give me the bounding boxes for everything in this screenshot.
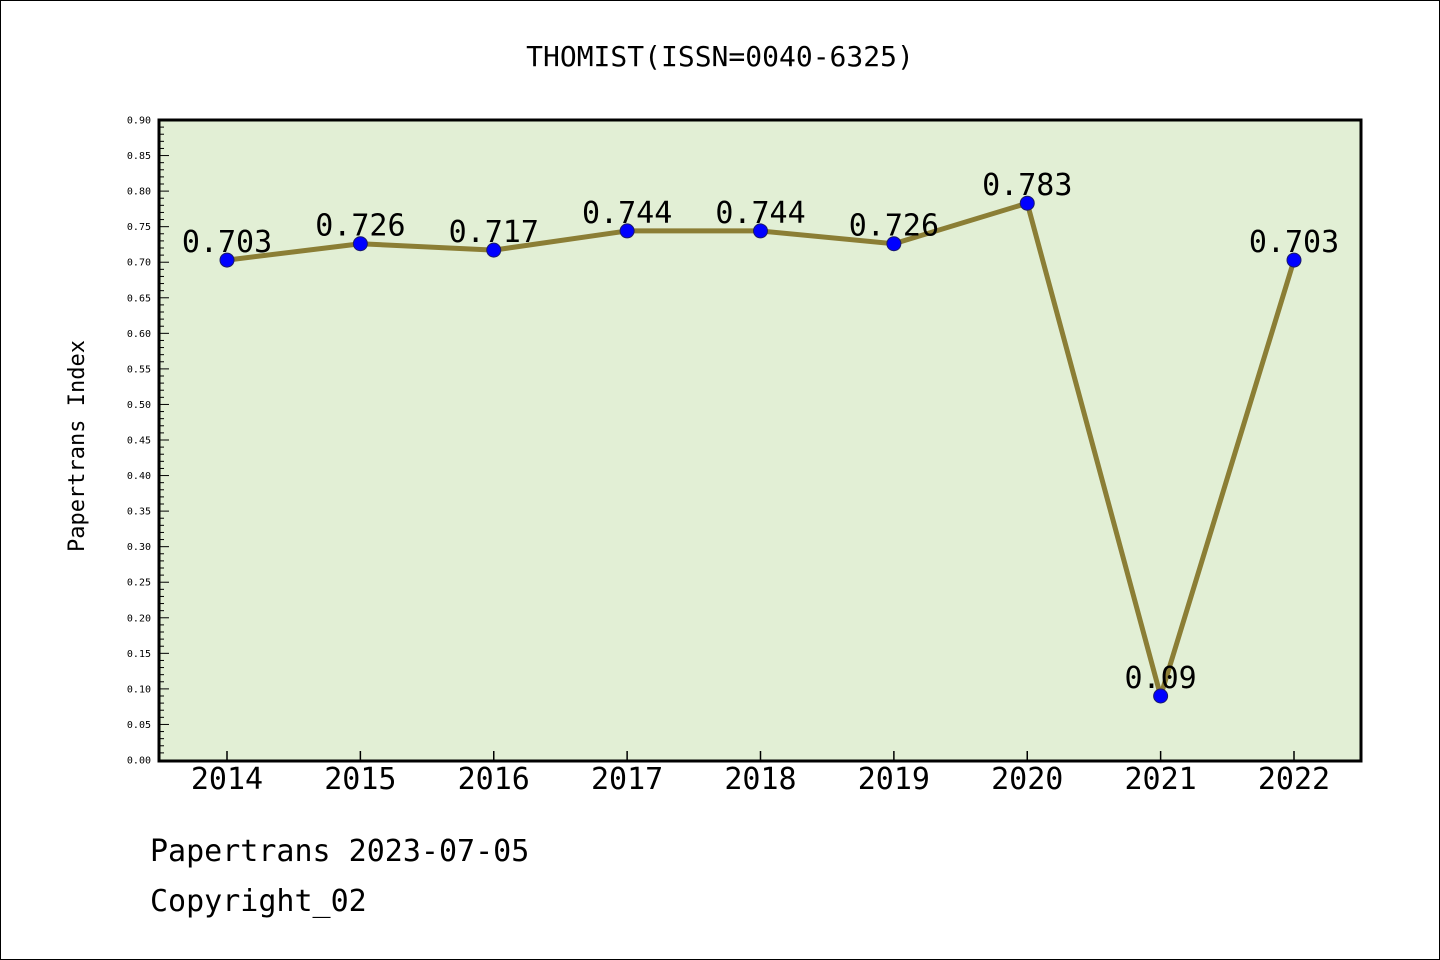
y-tick-label: 0.15 xyxy=(127,649,151,660)
x-tick-label: 2019 xyxy=(858,762,930,797)
data-point xyxy=(219,252,235,268)
data-point xyxy=(1153,688,1169,704)
x-tick-label: 2022 xyxy=(1258,762,1330,797)
y-tick-label: 0.60 xyxy=(127,329,151,340)
data-point xyxy=(486,242,502,258)
y-tick-label: 0.80 xyxy=(127,187,151,198)
y-tick-label: 0.55 xyxy=(127,364,151,375)
y-axis-label: Papertrans Index xyxy=(65,340,90,552)
footer-copyright: Copyright_02 xyxy=(150,884,367,919)
y-axis: 0.00 0.05 0.10 0.15 0.20 0.25 0.30 0.35 0.40 0.45… xyxy=(127,116,169,767)
data-label: 0.09 xyxy=(1125,661,1197,696)
y-tick-label: 0.45 xyxy=(127,436,151,447)
data-point xyxy=(1286,252,1302,268)
y-tick-label: 0.30 xyxy=(127,542,151,553)
y-tick-label: 0.25 xyxy=(127,578,151,589)
y-tick-label: 0.20 xyxy=(127,613,151,624)
x-axis: 2014 2015 2016 2017 2018 2019 2020 2021 2022 xyxy=(191,751,1330,797)
x-tick-label: 2014 xyxy=(191,762,263,797)
data-label: 0.783 xyxy=(982,168,1072,203)
data-point xyxy=(352,236,368,252)
data-label: 0.717 xyxy=(449,215,539,250)
y-tick-label: 0.85 xyxy=(127,151,151,162)
y-tick-label: 0.50 xyxy=(127,400,151,411)
y-tick-label: 0.90 xyxy=(127,116,151,127)
x-tick-label: 2017 xyxy=(591,762,663,797)
y-tick-label: 0.65 xyxy=(127,293,151,304)
chart-title: THOMIST(ISSN=0040-6325) xyxy=(526,40,914,73)
data-label: 0.744 xyxy=(715,196,805,231)
y-tick-label: 0.00 xyxy=(127,756,151,767)
data-point xyxy=(886,236,902,252)
data-point xyxy=(1019,195,1035,211)
x-tick-label: 2016 xyxy=(458,762,530,797)
data-point xyxy=(753,223,768,239)
y-tick-label: 0.70 xyxy=(127,258,151,269)
data-label: 0.744 xyxy=(582,196,672,231)
data-label: 0.703 xyxy=(1249,225,1339,260)
y-tick-label: 0.40 xyxy=(127,471,151,482)
x-tick-label: 2015 xyxy=(324,762,396,797)
y-tick-label: 0.75 xyxy=(127,222,151,233)
series-layer: 0.703 0.726 0.717 0.744 0.744 0.726 0.783 0.09 0… xyxy=(182,168,1339,704)
data-label: 0.726 xyxy=(315,209,405,244)
x-tick-label: 2020 xyxy=(991,762,1063,797)
x-tick-label: 2018 xyxy=(724,762,796,797)
data-point xyxy=(619,223,635,239)
y-tick-label: 0.10 xyxy=(127,684,151,695)
y-tick-label: 0.35 xyxy=(127,507,151,518)
x-tick-label: 2021 xyxy=(1125,762,1197,797)
data-label: 0.726 xyxy=(849,209,939,244)
data-label: 0.703 xyxy=(182,225,272,260)
y-tick-label: 0.05 xyxy=(127,720,151,731)
footer-date: Papertrans 2023-07-05 xyxy=(150,834,530,869)
